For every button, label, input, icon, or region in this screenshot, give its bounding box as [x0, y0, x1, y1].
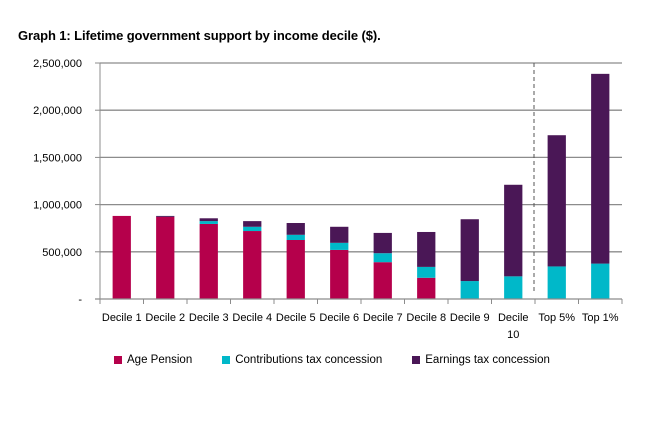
- bar-segment-earnings-tax-concession: [547, 135, 566, 267]
- x-tick-label: Decile 7: [363, 312, 403, 324]
- gridlines: [100, 62, 622, 253]
- x-tick-label: 10: [507, 329, 519, 341]
- bar-segment-age-pension: [330, 249, 349, 299]
- bar-segment-age-pension: [243, 231, 262, 299]
- bars: [112, 73, 610, 299]
- bar-segment-earnings-tax-concession: [373, 232, 392, 254]
- legend-swatch: [412, 356, 421, 364]
- bar-segment-contributions-tax-concession: [460, 281, 479, 299]
- bar-segment-age-pension: [373, 262, 392, 299]
- bar-segment-earnings-tax-concession: [460, 219, 479, 282]
- x-tick-label: Decile 2: [145, 312, 185, 324]
- legend-item: Age Pension: [114, 354, 192, 366]
- x-tick-label: Top 5%: [538, 312, 575, 324]
- y-tick-label: 500,000: [42, 247, 82, 259]
- x-tick-label: Decile 8: [406, 312, 446, 324]
- x-tick-label: Decile: [498, 312, 529, 324]
- x-tick-label: Decile 4: [232, 312, 272, 324]
- x-tick-label: Decile 5: [276, 312, 316, 324]
- legend-swatch: [222, 356, 231, 364]
- x-tick-label: Decile 9: [450, 312, 490, 324]
- y-tick-label: 2,000,000: [33, 105, 82, 117]
- bar-segment-contributions-tax-concession: [547, 266, 566, 299]
- bar-segment-age-pension: [417, 277, 436, 299]
- bar-segment-earnings-tax-concession: [591, 73, 610, 264]
- y-tick-label: 2,500,000: [33, 58, 82, 70]
- chart-title: Graph 1: Lifetime government support by …: [18, 28, 381, 43]
- y-tick-label: -: [78, 294, 82, 306]
- bar-segment-contributions-tax-concession: [417, 266, 436, 278]
- bar-segment-earnings-tax-concession: [156, 215, 175, 217]
- bar-segment-contributions-tax-concession: [591, 263, 610, 299]
- bar-segment-age-pension: [286, 240, 305, 299]
- bar-segment-earnings-tax-concession: [330, 226, 349, 243]
- legend-item: Earnings tax concession: [412, 354, 550, 366]
- legend-swatch: [114, 356, 122, 364]
- axes: - 500,000 1,000,000 1,500,000 2,000,000 2,500…: [33, 58, 623, 341]
- bar-segment-age-pension: [156, 216, 175, 299]
- bar-segment-earnings-tax-concession: [417, 231, 436, 267]
- bar-segment-earnings-tax-concession: [286, 223, 305, 235]
- legend-label: Age Pension: [127, 354, 193, 366]
- bar-segment-contributions-tax-concession: [286, 234, 305, 240]
- legend-item: Contributions tax concession: [222, 354, 382, 366]
- bar-segment-age-pension: [112, 215, 131, 299]
- x-tick-label: Top 1%: [582, 312, 619, 324]
- bar-segment-earnings-tax-concession: [199, 218, 218, 222]
- bar-segment-contributions-tax-concession: [504, 276, 523, 299]
- bar-segment-earnings-tax-concession: [243, 221, 262, 227]
- y-tick-label: 1,500,000: [33, 152, 82, 164]
- x-tick-label: Decile 1: [102, 312, 142, 324]
- x-tick-label: Decile 6: [319, 312, 359, 324]
- legend-label: Earnings tax concession: [425, 354, 550, 366]
- legend-label: Contributions tax concession: [235, 354, 383, 366]
- x-tick-label: Decile 3: [189, 312, 229, 324]
- bar-segment-contributions-tax-concession: [330, 242, 349, 250]
- y-tick-label: 1,000,000: [33, 200, 82, 212]
- bar-segment-contributions-tax-concession: [199, 221, 218, 224]
- legend: Age Pension Contributions tax concession E…: [114, 354, 580, 366]
- bar-segment-age-pension: [199, 223, 218, 299]
- bar-segment-contributions-tax-concession: [243, 226, 262, 232]
- bar-segment-contributions-tax-concession: [373, 253, 392, 263]
- bar-segment-earnings-tax-concession: [504, 184, 523, 277]
